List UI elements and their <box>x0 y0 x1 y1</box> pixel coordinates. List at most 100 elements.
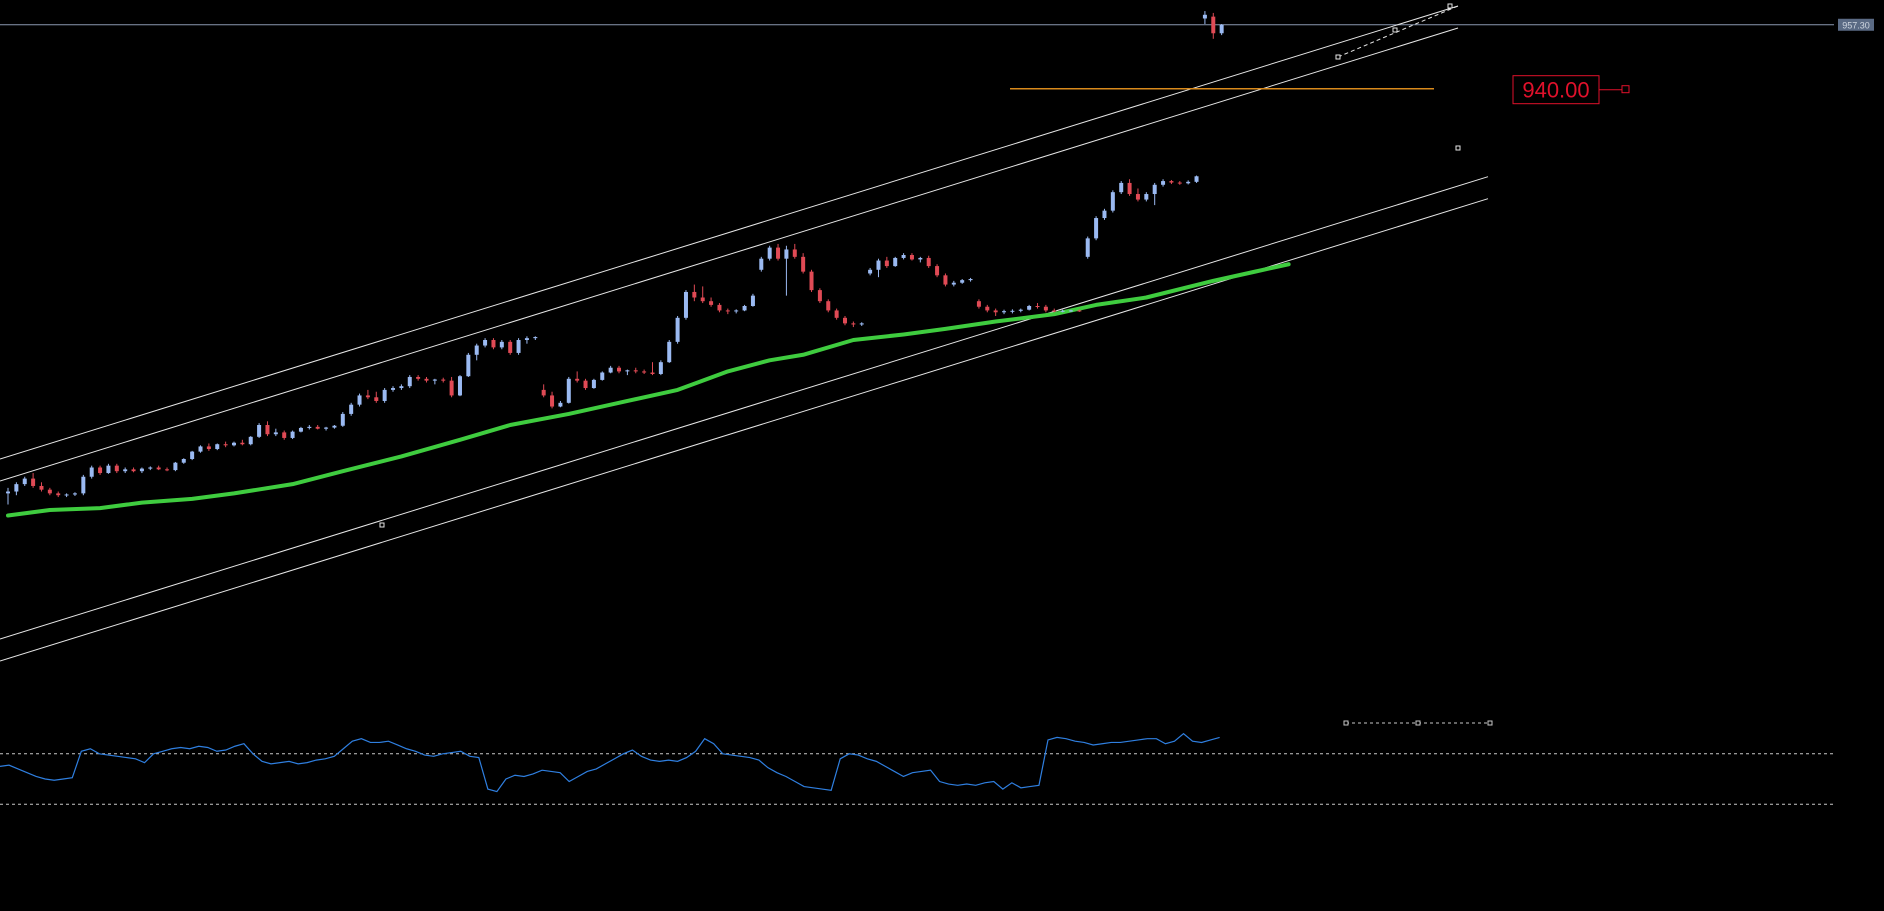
candle <box>1186 180 1191 185</box>
candle-body <box>1186 181 1191 184</box>
candle <box>968 277 973 282</box>
candle-body <box>884 260 889 267</box>
candle-body <box>106 465 111 474</box>
candle <box>1002 309 1007 315</box>
candle-body <box>449 380 454 396</box>
candle <box>139 467 144 474</box>
candle-body <box>391 388 396 390</box>
candle-body <box>399 386 404 389</box>
candle-body <box>223 444 228 446</box>
candle-body <box>1127 182 1132 195</box>
candle-body <box>231 442 236 446</box>
candle <box>692 284 697 302</box>
candle <box>1077 309 1082 312</box>
candle-body <box>332 425 337 428</box>
candle <box>683 290 688 320</box>
candle <box>826 299 831 313</box>
candle-body <box>1219 24 1224 34</box>
candle <box>114 463 119 474</box>
candle <box>6 487 10 505</box>
candle <box>843 315 847 326</box>
candle-body <box>533 337 538 339</box>
candle-body <box>566 378 571 403</box>
candle-body <box>324 427 329 429</box>
candle-body <box>123 469 128 472</box>
candle-body <box>968 279 973 281</box>
candle <box>742 304 747 312</box>
candle <box>1094 216 1099 241</box>
candle-body <box>918 257 923 260</box>
channel-line-1 <box>0 5 1459 460</box>
candle-body <box>1010 310 1015 312</box>
candle <box>792 243 797 259</box>
candle-body <box>558 402 563 407</box>
candle-body <box>1144 194 1149 200</box>
candle-body <box>173 462 178 471</box>
candle-body <box>215 444 220 450</box>
candle <box>550 391 555 409</box>
candle-body <box>298 427 303 432</box>
candle-body <box>851 323 856 325</box>
candle-body <box>868 269 873 274</box>
candle-body <box>516 340 521 353</box>
channel-line-3 <box>0 176 1489 640</box>
candle <box>1110 190 1115 213</box>
moving-average-line <box>6 262 1291 518</box>
candle <box>734 309 739 314</box>
candle <box>89 465 94 479</box>
candles <box>6 11 1224 505</box>
candle <box>491 338 496 350</box>
candle <box>817 288 822 304</box>
candle-body <box>976 301 981 307</box>
candle-body <box>583 380 588 389</box>
candle-body <box>148 467 153 469</box>
candle <box>784 245 789 296</box>
candle-body <box>667 341 672 363</box>
candle <box>893 256 898 267</box>
candle <box>190 450 195 461</box>
candle-body <box>499 341 504 348</box>
candle <box>541 384 546 398</box>
candle-body <box>1077 310 1082 312</box>
candle <box>566 376 571 404</box>
channel-handle-1 <box>1335 54 1341 60</box>
candle-body <box>608 367 613 373</box>
candle-body <box>700 297 705 302</box>
candle-body <box>759 258 764 270</box>
candle <box>1052 308 1057 313</box>
candle-body <box>642 371 647 373</box>
candle <box>374 391 379 403</box>
candle-body <box>89 467 94 477</box>
candle-body <box>550 395 555 407</box>
candle-body <box>742 306 747 311</box>
candle-body <box>1018 309 1023 311</box>
candle-body <box>357 395 362 405</box>
candle <box>901 253 906 260</box>
candle <box>709 297 714 307</box>
candle-body <box>340 413 345 426</box>
candle-body <box>190 451 195 459</box>
candle <box>181 458 186 464</box>
candle-body <box>792 249 797 257</box>
candle-body <box>1094 218 1099 239</box>
candle-body <box>625 370 630 372</box>
candle <box>809 269 814 292</box>
candle <box>357 393 362 407</box>
candle-body <box>47 489 52 494</box>
price-levels: 940.00 <box>1010 75 1630 105</box>
candle <box>466 352 471 377</box>
candle <box>1119 181 1124 195</box>
candle <box>558 400 563 408</box>
candle-body <box>1202 14 1207 19</box>
candle-body <box>893 257 898 267</box>
candle <box>776 243 781 261</box>
candle <box>801 253 806 274</box>
candle <box>725 308 730 315</box>
candle-body <box>248 436 253 445</box>
candle <box>1177 181 1182 185</box>
candle-body <box>1152 184 1157 195</box>
candle-body <box>1161 181 1166 185</box>
candle <box>1194 175 1199 183</box>
candle-body <box>709 301 714 305</box>
candle <box>198 445 203 453</box>
